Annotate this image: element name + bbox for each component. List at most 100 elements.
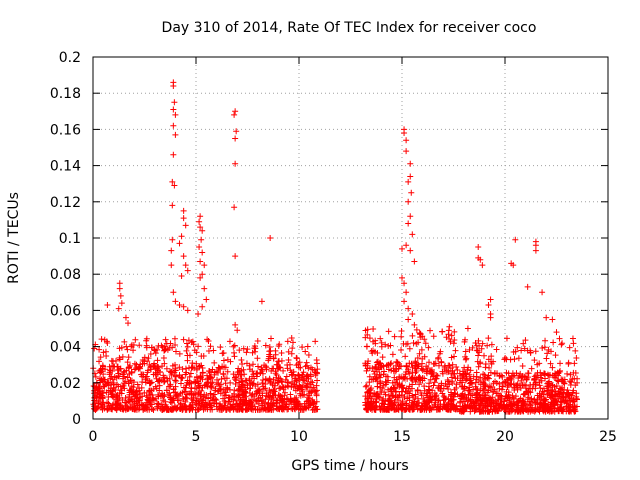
data-point bbox=[177, 374, 184, 381]
data-point bbox=[433, 372, 440, 379]
data-point bbox=[269, 365, 276, 372]
data-point bbox=[193, 360, 200, 367]
data-point bbox=[294, 401, 301, 408]
data-point bbox=[405, 198, 412, 205]
data-point bbox=[574, 379, 581, 386]
data-point bbox=[186, 364, 193, 371]
data-point bbox=[401, 394, 408, 401]
data-point bbox=[199, 369, 206, 376]
data-point bbox=[144, 406, 151, 413]
data-point bbox=[473, 391, 480, 398]
data-point bbox=[539, 344, 546, 351]
data-point bbox=[282, 403, 289, 410]
data-point bbox=[191, 347, 198, 354]
data-point bbox=[231, 204, 238, 211]
data-point bbox=[184, 352, 191, 359]
data-point bbox=[172, 341, 179, 348]
data-point bbox=[479, 379, 486, 386]
data-point bbox=[207, 383, 214, 390]
data-point bbox=[536, 382, 543, 389]
data-point bbox=[183, 340, 190, 347]
x-tick-label: 15 bbox=[393, 429, 411, 445]
data-point bbox=[196, 363, 203, 370]
data-point bbox=[555, 372, 562, 379]
data-point bbox=[230, 343, 237, 350]
data-point bbox=[170, 151, 177, 158]
plot-frame bbox=[92, 56, 609, 420]
data-point bbox=[184, 357, 191, 364]
data-point bbox=[452, 347, 459, 354]
data-point bbox=[272, 351, 279, 358]
x-axis-label: GPS time / hours bbox=[291, 458, 408, 474]
data-point bbox=[396, 381, 403, 388]
data-point bbox=[180, 336, 187, 343]
data-point bbox=[426, 405, 433, 412]
data-point bbox=[275, 392, 282, 399]
data-point bbox=[392, 394, 399, 401]
data-point bbox=[143, 373, 150, 380]
data-point bbox=[184, 343, 191, 350]
data-point bbox=[284, 338, 291, 345]
data-point bbox=[204, 336, 211, 343]
data-point bbox=[544, 404, 551, 411]
data-point bbox=[558, 399, 565, 406]
data-point bbox=[172, 131, 179, 138]
data-point bbox=[271, 386, 278, 393]
data-point bbox=[378, 343, 385, 350]
data-point bbox=[279, 395, 286, 402]
data-point bbox=[542, 337, 549, 344]
data-point bbox=[249, 368, 256, 375]
data-point bbox=[510, 348, 517, 355]
data-point bbox=[243, 349, 250, 356]
x-tick-label: 5 bbox=[192, 429, 201, 445]
data-point bbox=[263, 393, 270, 400]
data-point bbox=[119, 406, 126, 413]
data-point bbox=[139, 378, 146, 385]
data-point bbox=[223, 392, 230, 399]
data-point bbox=[296, 359, 303, 366]
data-point bbox=[475, 363, 482, 370]
data-point bbox=[209, 406, 216, 413]
data-point bbox=[117, 292, 124, 299]
data-point bbox=[280, 367, 287, 374]
data-point bbox=[559, 340, 566, 347]
data-point bbox=[231, 375, 238, 382]
data-point bbox=[520, 391, 527, 398]
data-point bbox=[235, 394, 242, 401]
data-point bbox=[268, 335, 275, 342]
data-point bbox=[265, 399, 272, 406]
data-point bbox=[412, 391, 419, 398]
data-point bbox=[479, 262, 486, 269]
data-point bbox=[231, 111, 238, 118]
data-point bbox=[209, 366, 216, 373]
data-point bbox=[521, 390, 528, 397]
data-point bbox=[394, 359, 401, 366]
data-point bbox=[487, 314, 494, 321]
data-point bbox=[180, 303, 187, 310]
data-point bbox=[96, 358, 103, 365]
data-point bbox=[165, 383, 172, 390]
data-point bbox=[206, 400, 213, 407]
data-point bbox=[209, 379, 216, 386]
data-point bbox=[109, 388, 116, 395]
data-point bbox=[421, 336, 428, 343]
data-point bbox=[401, 130, 408, 137]
data-point bbox=[110, 358, 117, 365]
data-point bbox=[514, 344, 521, 351]
data-point bbox=[199, 271, 206, 278]
data-point bbox=[439, 390, 446, 397]
data-point bbox=[312, 403, 319, 410]
data-point bbox=[201, 262, 208, 269]
data-point bbox=[290, 399, 297, 406]
data-point bbox=[445, 386, 452, 393]
data-point bbox=[563, 389, 570, 396]
data-point bbox=[215, 364, 222, 371]
data-point bbox=[133, 388, 140, 395]
data-point bbox=[546, 408, 553, 415]
data-point bbox=[417, 331, 424, 338]
data-point bbox=[492, 397, 499, 404]
data-point bbox=[211, 399, 218, 406]
data-point bbox=[249, 391, 256, 398]
data-point bbox=[433, 392, 440, 399]
data-point bbox=[147, 391, 154, 398]
